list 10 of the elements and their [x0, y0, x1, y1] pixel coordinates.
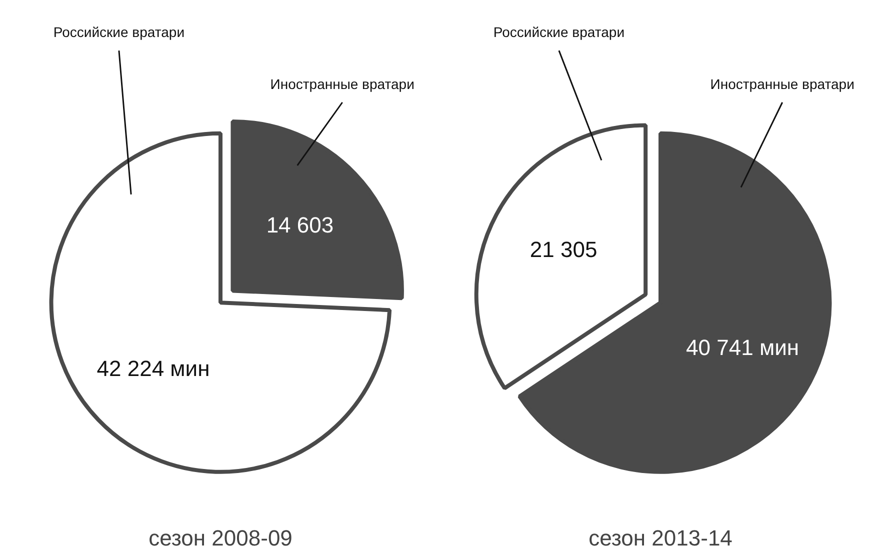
data-label: 40 741 мин: [686, 335, 800, 360]
data-label: 14 603: [266, 212, 334, 238]
text: сезон 2008-09: [148, 526, 292, 550]
slice-label: Иностранные вратари: [710, 76, 854, 92]
data-label: 21 305: [530, 237, 598, 262]
data-label: 42 224 мин: [96, 356, 210, 381]
slice-label: Иностранные вратари: [270, 76, 414, 92]
slice-label: Российские вратари: [493, 24, 625, 40]
slice-label: Российские вратари: [53, 24, 185, 40]
text: сезон 2013-14: [588, 526, 732, 550]
